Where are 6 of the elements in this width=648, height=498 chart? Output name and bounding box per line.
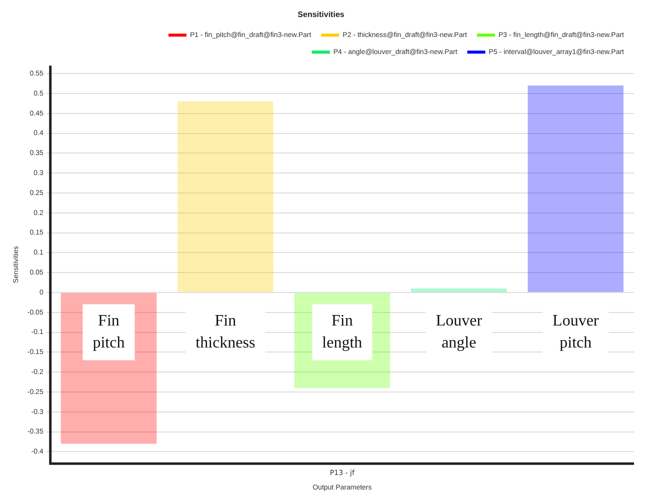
chart-title: Sensitivities [298, 10, 345, 20]
x-tick-label: Louver angle [436, 312, 483, 352]
x-tick-label: Fin thickness [196, 312, 256, 352]
x-tick-label: Fin length [322, 312, 362, 352]
x-tick-label: Louver pitch [552, 312, 600, 352]
x-tick-label: Fin pitch [92, 312, 125, 352]
